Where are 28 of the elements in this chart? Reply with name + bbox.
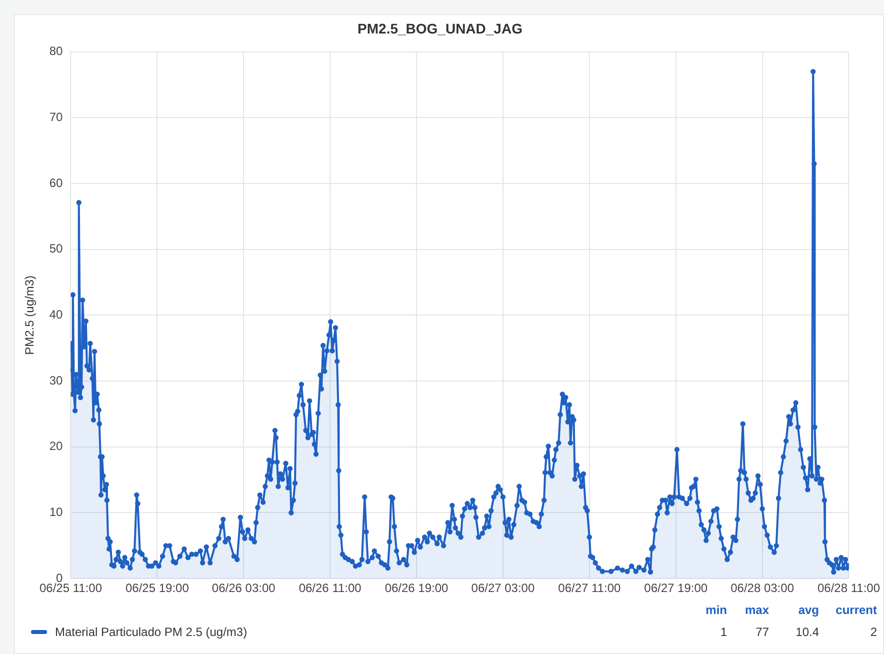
y-tick-label: 20 bbox=[49, 439, 64, 454]
y-tick-label: 50 bbox=[49, 242, 64, 256]
x-tick-label: 06/27 03:00 bbox=[471, 581, 535, 596]
x-tick-label: 06/25 19:00 bbox=[125, 581, 190, 596]
text: current bbox=[834, 603, 877, 617]
y-tick-label: 30 bbox=[49, 373, 64, 388]
text: 10.4 bbox=[794, 625, 819, 639]
y-tick-label: 80 bbox=[49, 44, 64, 58]
x-tick-label: 06/26 19:00 bbox=[384, 581, 449, 596]
y-tick-label: 10 bbox=[49, 505, 64, 520]
x-tick-label: 06/28 11:00 bbox=[817, 581, 880, 596]
x-tick-label: 06/27 19:00 bbox=[644, 581, 708, 596]
y-tick-label: 40 bbox=[49, 308, 64, 322]
chart-title: PM2.5_BOG_UNAD_JAG bbox=[358, 20, 523, 36]
x-tick-label: 06/27 11:00 bbox=[558, 581, 621, 596]
x-tick-label: 06/26 11:00 bbox=[298, 581, 362, 596]
text: 77 bbox=[754, 625, 769, 639]
text: avg bbox=[797, 603, 819, 617]
y-tick-label: 60 bbox=[49, 176, 64, 190]
legend-label: Material Particulado PM 2.5 (ug/m3) bbox=[55, 625, 248, 639]
x-tick-label: 06/26 03:00 bbox=[212, 581, 276, 596]
y-axis-title: PM2.5 (ug/m3) bbox=[22, 276, 37, 355]
y-tick-label: 70 bbox=[49, 110, 64, 124]
text: 1 bbox=[719, 625, 727, 639]
x-tick-label: 06/28 03:00 bbox=[730, 581, 794, 596]
text: min bbox=[704, 603, 727, 617]
text: 2 bbox=[869, 625, 877, 639]
text: max bbox=[744, 603, 769, 617]
